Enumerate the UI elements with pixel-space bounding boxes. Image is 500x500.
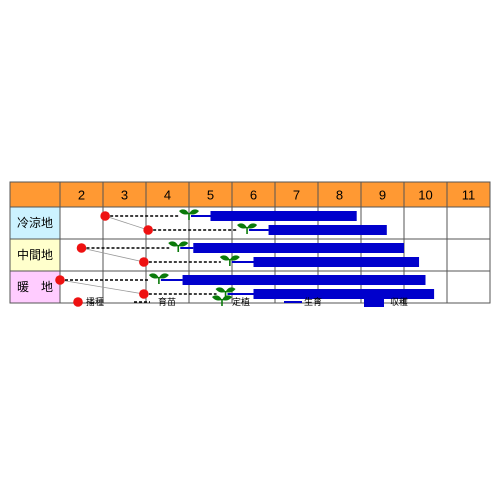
region-label-cell: [10, 271, 60, 303]
region-label: 中間地: [17, 247, 53, 262]
harvest-period: [268, 225, 387, 235]
transplant-sprout-icon: [167, 240, 190, 253]
region-label-cell: [10, 239, 60, 271]
legend-sprout-icon: [211, 294, 233, 307]
month-label: 6: [250, 188, 257, 203]
month-label: 3: [121, 188, 128, 203]
month-label: 4: [164, 188, 171, 203]
sow-connector: [81, 247, 144, 263]
legend-seedling-label: 育苗: [158, 296, 176, 308]
schedule-marks: [55, 208, 435, 299]
harvest-period: [210, 211, 357, 221]
sow-dot: [76, 243, 87, 253]
region-label: 冷涼地: [17, 215, 53, 230]
transplant-sprout-icon: [236, 222, 258, 235]
sow-dot: [143, 225, 153, 235]
month-label: 7: [293, 188, 300, 203]
month-label: 9: [379, 188, 386, 203]
month-header: [10, 182, 490, 207]
region-label: 暖 地: [17, 280, 53, 294]
legend: 播種 育苗 定植 生育 収穫: [73, 294, 408, 308]
legend-harvest-box: [364, 297, 384, 307]
sow-dot: [139, 289, 149, 299]
month-label: 10: [418, 188, 432, 203]
harvest-period: [182, 275, 426, 285]
sow-dot: [100, 211, 110, 221]
transplant-sprout-icon: [219, 254, 241, 267]
legend-sow-dot: [73, 297, 83, 307]
legend-plant-label: 定植: [232, 296, 250, 308]
harvest-period: [193, 243, 404, 253]
harvest-period: [253, 289, 435, 299]
month-label: 11: [462, 188, 476, 203]
transplant-sprout-icon: [148, 272, 170, 285]
month-label: 2: [78, 188, 85, 203]
region-label-cell: [10, 207, 60, 239]
sow-dot: [55, 275, 65, 285]
sow-connector: [59, 279, 144, 295]
harvest-period: [253, 257, 420, 267]
month-label: 5: [207, 188, 214, 203]
sow-connector: [105, 215, 149, 231]
month-label: 8: [336, 188, 343, 203]
sow-dot: [139, 257, 149, 267]
legend-harvest-label: 収穫: [390, 296, 408, 308]
legend-sow-label: 播種: [86, 296, 104, 308]
legend-growth-label: 生育: [304, 296, 322, 308]
